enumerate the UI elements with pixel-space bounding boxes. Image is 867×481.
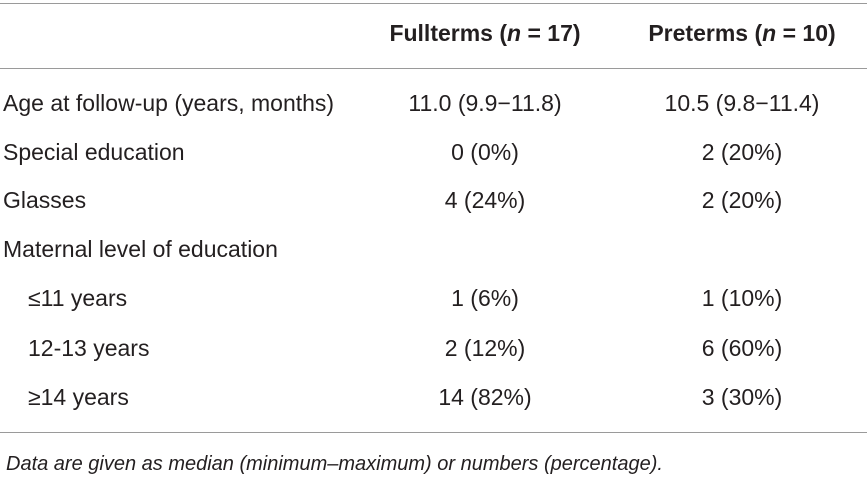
header-rule (0, 68, 867, 69)
cell-value: 6 (60%) (701, 335, 783, 361)
row-label: Special education (3, 139, 185, 165)
cell-value: 0 (0%) (451, 139, 519, 165)
cell-value: 10.5 (9.8−11.4) (664, 90, 820, 116)
header-part: Preterms ( (648, 20, 763, 46)
cell-value: 1 (10%) (701, 285, 783, 311)
cell-value: 2 (12%) (444, 335, 526, 361)
column-header: Fullterms (n = 17) (389, 18, 580, 48)
row-label: Maternal level of education (3, 236, 278, 262)
row-label: ≥14 years (28, 384, 129, 410)
top-rule (0, 3, 867, 4)
header-part: = 17) (521, 20, 581, 46)
cell-value: 14 (82%) (438, 384, 532, 410)
header-part: = 10) (776, 20, 836, 46)
cell-value: 2 (20%) (701, 187, 783, 213)
header-part: n (507, 20, 522, 46)
header-part: n (762, 20, 777, 46)
row-label: ≤11 years (28, 285, 128, 311)
cell-value: 1 (6%) (451, 285, 519, 311)
cell-value: 2 (20%) (701, 139, 783, 165)
bottom-rule (0, 432, 867, 433)
cell-value: 4 (24%) (444, 187, 526, 213)
cell-value: 3 (30%) (701, 384, 783, 410)
cell-value: 11.0 (9.9−11.8) (408, 90, 562, 116)
row-label: Age at follow-up (years, months) (3, 90, 335, 116)
row-label: 12-13 years (28, 335, 150, 361)
column-header: Preterms (n = 10) (648, 18, 835, 48)
header-part: Fullterms ( (389, 20, 508, 46)
footnote: Data are given as median (minimum–maximu… (6, 453, 663, 475)
row-label: Glasses (3, 187, 87, 213)
